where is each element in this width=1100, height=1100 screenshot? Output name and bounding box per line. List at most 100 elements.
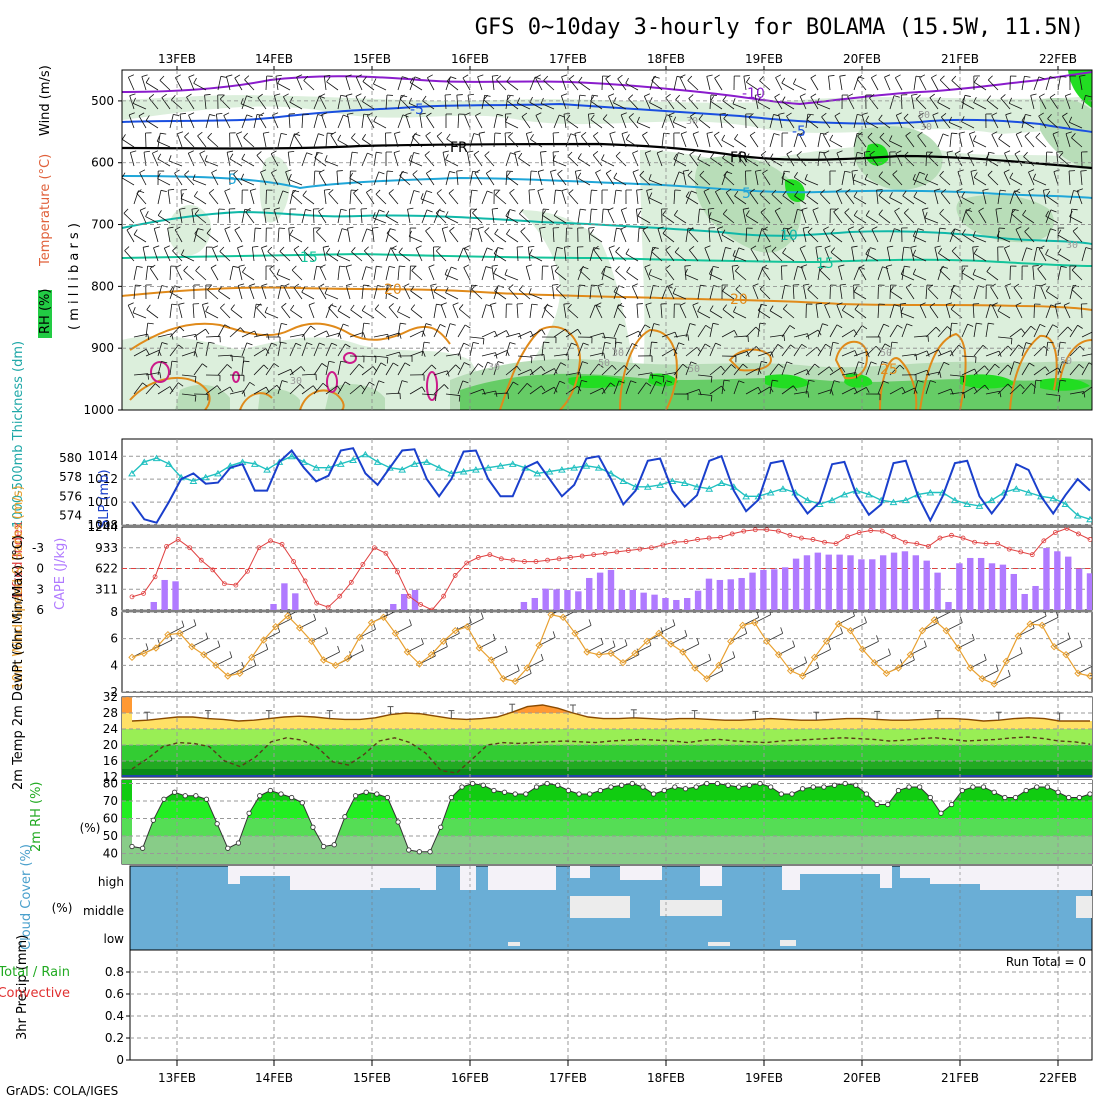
- wind-barb-flag: [567, 303, 572, 309]
- wind-barb-flag: [506, 76, 511, 82]
- wind-barb: [913, 254, 927, 262]
- wind-barb: [723, 213, 735, 224]
- wind-barb: [874, 654, 891, 664]
- wind-barb: [625, 380, 632, 395]
- wind-barb-flag: [281, 302, 287, 308]
- wind-barb-flag: [445, 211, 449, 217]
- wind-barb-flag: [593, 247, 600, 250]
- wind-barb-flag: [592, 151, 599, 156]
- wind-barb: [1015, 134, 1023, 148]
- wind-barb: [972, 274, 987, 281]
- wind-barb: [973, 285, 979, 300]
- wind-barb: [211, 172, 219, 186]
- wind-barb: [361, 285, 364, 300]
- wind-barb: [574, 133, 579, 148]
- tick-label: 8: [110, 605, 118, 619]
- wind-barb-flag: [674, 247, 680, 253]
- temp-baseline: [122, 775, 1092, 777]
- wind-barb: [602, 118, 615, 129]
- wind-barb: [326, 252, 339, 262]
- wind-barb: [261, 247, 267, 262]
- wind-barb: [793, 133, 799, 148]
- rh2m-point: [629, 780, 635, 787]
- thickness-point: [889, 498, 898, 506]
- wind-barb-flag: [1093, 386, 1096, 391]
- rh2m-point: [448, 794, 454, 801]
- wind-barb-flag: [188, 112, 195, 116]
- wind-barb: [838, 266, 843, 281]
- wind-barb-flag: [687, 227, 694, 230]
- wind-barb: [393, 152, 399, 167]
- wind-barb: [1045, 209, 1052, 224]
- tick-label: 16FEB: [451, 1071, 489, 1085]
- wind-barb: [528, 293, 543, 300]
- temp-mask: [122, 697, 1092, 721]
- wind-barb: [578, 81, 591, 91]
- wind-barb-flag: [392, 362, 399, 367]
- wind-barb: [752, 285, 759, 300]
- wind-barb: [792, 285, 795, 300]
- wind-barb: [193, 342, 198, 357]
- li-point: [914, 541, 920, 546]
- wind-barb-flag: [820, 132, 827, 135]
- wind-barb-flag: [455, 364, 461, 370]
- wind-barb: [725, 192, 735, 205]
- wind-barb: [420, 198, 435, 205]
- thickness-point: [496, 462, 505, 469]
- wind-barb-flag: [446, 370, 450, 377]
- wind-barb: [579, 270, 591, 281]
- wind-barb-flag: [541, 329, 546, 335]
- wind-barb-flag: [927, 151, 933, 157]
- li-point: [233, 582, 239, 588]
- wind-barb: [188, 114, 195, 129]
- wind-barb: [858, 229, 867, 243]
- wind-barb: [374, 308, 387, 319]
- wind-barb-flag: [679, 302, 686, 306]
- wind-barb-flag: [350, 304, 355, 311]
- wind-barb-flag: [290, 304, 295, 311]
- wind-barb-flag: [505, 116, 509, 123]
- wind-barb: [412, 174, 423, 186]
- wind-barb-flag: [1023, 151, 1028, 157]
- wind-barb: [288, 114, 291, 129]
- wind-barb: [386, 233, 399, 243]
- wind-barb: [793, 391, 808, 395]
- wind-barb: [311, 632, 328, 642]
- wind-barb-flag: [444, 268, 448, 275]
- wind-barb: [184, 174, 195, 186]
- wind-barb: [620, 114, 627, 129]
- wind-barb: [987, 174, 999, 186]
- wind-barb-flag: [179, 326, 185, 332]
- wind-barb: [574, 171, 579, 186]
- rh2m-point: [299, 800, 305, 806]
- wind-barb-flag: [242, 266, 247, 273]
- wind-barb: [581, 135, 591, 148]
- cape-bar: [270, 603, 277, 610]
- wind-barb: [1013, 287, 1023, 300]
- tick-label: 1010: [87, 495, 118, 509]
- wind-barb: [628, 117, 639, 129]
- wind-barb-flag: [675, 372, 678, 379]
- wind-barb: [301, 114, 304, 129]
- wind-barb: [241, 342, 248, 357]
- wind-barb: [951, 80, 963, 91]
- wind-barb-flag: [398, 247, 403, 253]
- wind-barb-flag: [293, 283, 300, 288]
- cape-bar: [292, 593, 299, 610]
- wind-barb: [601, 336, 616, 339]
- wind-barb-flag: [205, 328, 210, 335]
- rh-ylabel: RH (%): [38, 289, 53, 334]
- wind-barb: [815, 247, 819, 262]
- rh2m-point: [374, 791, 380, 797]
- wind-barb-flag: [241, 153, 246, 160]
- wind-barb-flag: [869, 93, 875, 99]
- wind-barb-flag: [717, 226, 724, 230]
- wind-barb: [673, 171, 680, 186]
- wind-barb-flag: [871, 226, 878, 230]
- wind-barb-flag: [851, 245, 858, 248]
- wind-barb: [734, 138, 747, 148]
- wind-barb-flag: [699, 208, 706, 211]
- wind-barb-flag: [704, 343, 711, 348]
- wind-barb: [350, 309, 363, 319]
- wind-barb: [313, 363, 323, 376]
